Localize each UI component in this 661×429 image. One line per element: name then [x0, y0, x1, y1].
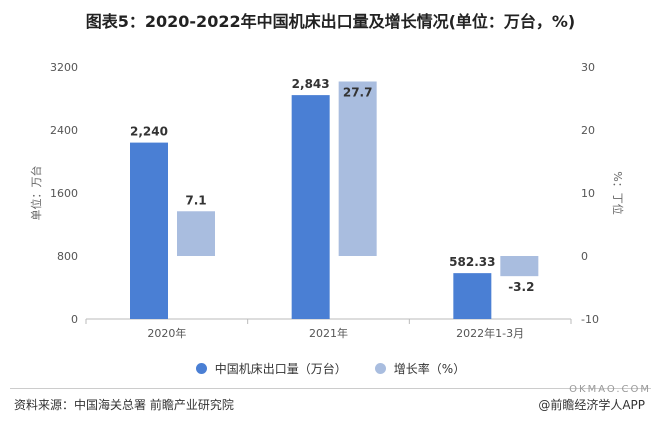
bar-export-volume	[130, 142, 168, 319]
y-right-tick-label: 20	[581, 124, 595, 137]
y-right-axis-title: %：丁位	[611, 171, 625, 214]
bar-growth-rate	[338, 81, 377, 257]
bar-growth-rate	[177, 211, 215, 256]
y-right-tick-label: 30	[581, 61, 595, 74]
data-label-export-volume: 2,843	[292, 77, 330, 91]
legend-item-growth-rate: 增长率（%）	[374, 360, 466, 377]
legend-item-export-volume: 中国机床出口量（万台）	[195, 360, 347, 377]
chart-title: 图表5：2020-2022年中国机床出口量及增长情况(单位：万台，%)	[85, 12, 576, 31]
bar-export-volume	[453, 273, 492, 319]
y-right-tick-label: 10	[581, 187, 595, 200]
bar-export-volume	[291, 95, 330, 320]
x-tick-label: 2021年	[309, 326, 348, 340]
legend-label-growth-rate: 增长率（%）	[393, 362, 466, 376]
bar-growth-rate	[500, 256, 539, 277]
watermark-site: OKMAO.COM	[569, 384, 651, 395]
data-label-export-volume: 2,240	[130, 125, 168, 139]
y-left-tick-label: 1600	[50, 187, 78, 200]
data-labels-layer: 2,240 7.1 2,843 27.7 582.33 -3.2	[130, 77, 534, 294]
data-label-growth-rate: 27.7	[343, 85, 373, 99]
y-left-tick-label: 3200	[50, 61, 78, 74]
x-tick-label: 2022年1-3月	[456, 326, 524, 340]
legend-swatch-growth-rate	[374, 363, 386, 374]
legend-label-export-volume: 中国机床出口量（万台）	[214, 362, 347, 376]
data-label-growth-rate: -3.2	[508, 280, 534, 294]
y-left-tick-label: 800	[57, 250, 78, 263]
data-label-growth-rate: 7.1	[185, 193, 206, 207]
legend-swatch-export-volume	[195, 363, 207, 374]
axes-layer: 0 800 1600 2400 3200 -10 0 10 20 30 2020年 2021年 2022…	[29, 61, 625, 340]
footer-divider	[10, 388, 651, 389]
credit-note: @前瞻经济学人APP	[538, 398, 645, 412]
bars-layer	[130, 81, 539, 320]
y-left-tick-label: 0	[71, 313, 78, 326]
y-right-tick-label: -10	[581, 313, 599, 326]
y-left-axis-title: 单位：万台	[29, 166, 43, 221]
legend: 中国机床出口量（万台） 增长率（%）	[0, 360, 661, 377]
y-left-tick-label: 2400	[50, 124, 78, 137]
data-label-export-volume: 582.33	[449, 255, 495, 269]
y-right-tick-label: 0	[581, 250, 588, 263]
x-tick-label: 2020年	[147, 326, 186, 340]
source-note: 资料来源：中国海关总署 前瞻产业研究院	[14, 398, 234, 412]
